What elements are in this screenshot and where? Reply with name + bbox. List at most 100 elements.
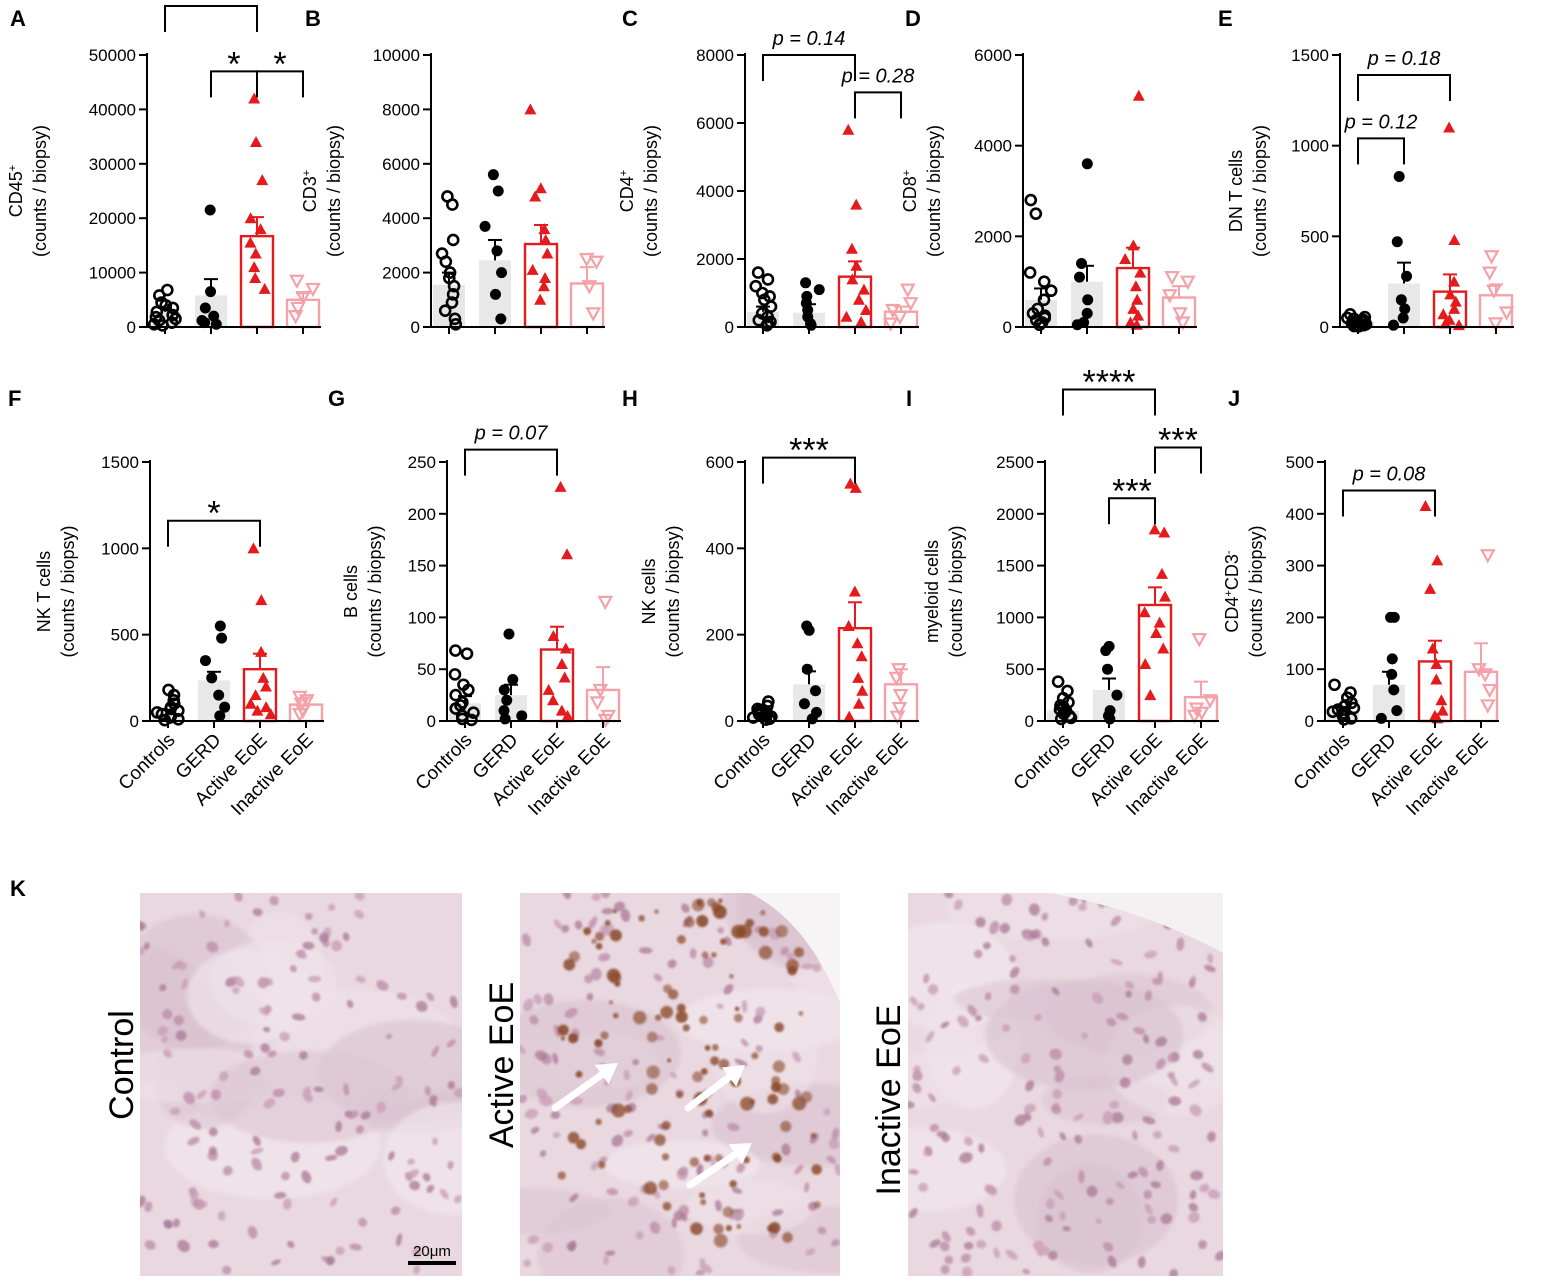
point-active-eoe — [845, 242, 858, 254]
cell-nucleus — [1095, 1218, 1102, 1225]
cell-nucleus — [794, 1089, 802, 1099]
chart-panel-h: H 0 200 400 600 NK cells (counts / biopsy) *** C… — [622, 386, 919, 820]
micrograph-active-eoe — [520, 893, 840, 1276]
point-gerd — [1386, 668, 1398, 680]
point-active-eoe — [859, 304, 872, 315]
point-controls — [449, 317, 463, 331]
cell-nucleus — [1047, 1250, 1058, 1261]
y-axis-label-line2: (counts / biopsy) — [641, 125, 661, 257]
cell-nucleus — [831, 1127, 840, 1140]
cell-nucleus — [620, 908, 631, 923]
cell-nucleus — [967, 1004, 978, 1017]
y-tick-label: 2000 — [696, 250, 734, 269]
tissue-shade — [952, 979, 1115, 1021]
annotation-arrow-shaft — [684, 1073, 733, 1112]
cell-nucleus — [140, 947, 145, 956]
stain-cluster — [749, 1099, 755, 1105]
cell-nucleus — [680, 1212, 688, 1222]
chart-panel-g: G 0 50 100 150 200 250 B cells (counts / biopsy)… — [328, 386, 621, 820]
cell-nucleus — [1009, 967, 1020, 979]
stain-cluster — [793, 947, 805, 958]
stain-cluster — [654, 1134, 666, 1146]
cell-nucleus — [208, 1240, 219, 1249]
point-active-eoe — [1449, 295, 1462, 307]
point-controls — [149, 310, 163, 324]
stain-cluster — [689, 1157, 700, 1167]
point-active-eoe — [1127, 302, 1140, 314]
cell-nucleus — [699, 1258, 706, 1265]
cell-nucleus — [426, 992, 435, 1001]
point-active-eoe — [249, 272, 262, 284]
cell-nucleus — [523, 1259, 532, 1267]
cell-nucleus — [1176, 937, 1185, 951]
point-inactive-eoe — [885, 303, 901, 319]
stain-cluster — [700, 1068, 708, 1075]
point-inactive-eoe — [892, 310, 908, 326]
cell-nucleus — [929, 1239, 941, 1248]
cell-nucleus — [1133, 1027, 1146, 1035]
y-axis-label-line2: (counts / biopsy) — [1250, 125, 1270, 257]
point-active-eoe — [1138, 606, 1151, 618]
cell-nucleus — [222, 1265, 232, 1275]
cell-nucleus — [655, 1034, 665, 1041]
point-active-eoe — [260, 701, 273, 713]
cell-nucleus — [1124, 980, 1135, 989]
cell-nucleus — [157, 1026, 168, 1036]
stain-cluster — [598, 1161, 606, 1169]
point-inactive-eoe — [1481, 683, 1498, 699]
point-inactive-eoe — [1174, 316, 1191, 331]
cell-nucleus — [262, 1026, 271, 1033]
cell-nucleus — [140, 1195, 146, 1208]
cell-nucleus — [542, 1242, 553, 1253]
micrograph-control — [140, 893, 462, 1276]
stain-cluster — [676, 1003, 686, 1013]
cell-nucleus — [263, 1098, 276, 1109]
point-gerd — [1388, 611, 1400, 623]
point-active-eoe — [1437, 308, 1450, 320]
cell-nucleus — [1167, 1071, 1175, 1079]
cell-nucleus — [976, 1204, 984, 1218]
cell-nucleus — [944, 893, 954, 899]
cell-nucleus — [1023, 1103, 1036, 1114]
stain-cluster — [767, 1093, 779, 1105]
panel-letter: D — [905, 6, 921, 31]
cell-nucleus — [781, 1143, 791, 1156]
point-active-eoe — [249, 247, 262, 259]
p-value-label: p = 0.12 — [1344, 111, 1418, 133]
point-active-eoe — [1444, 288, 1457, 300]
cell-nucleus — [391, 1082, 403, 1091]
cell-nucleus — [396, 1233, 403, 1247]
cell-nucleus — [605, 1250, 616, 1256]
chart-panel-a: A 0 10000 20000 30000 40000 50000 CD45+ (counts … — [6, 0, 321, 337]
cell-nucleus — [171, 962, 182, 970]
point-controls — [1337, 713, 1351, 726]
stain-cluster — [661, 1153, 670, 1161]
significance-stars: * — [227, 45, 240, 83]
cell-nucleus — [1110, 958, 1123, 966]
cell-nucleus — [695, 1269, 706, 1276]
significance-stars: *** — [1158, 421, 1198, 459]
cell-nucleus — [325, 1255, 335, 1266]
point-gerd — [213, 689, 225, 701]
cell-nucleus — [267, 1050, 277, 1058]
cell-nucleus — [991, 1220, 1002, 1232]
cell-nucleus — [1074, 1134, 1083, 1144]
cell-nucleus — [1190, 1170, 1204, 1181]
cell-nucleus — [318, 932, 329, 943]
panel-letter: C — [622, 6, 638, 31]
y-tick-label: 200 — [408, 505, 436, 524]
significance-bracket — [164, 5, 258, 33]
cell-nucleus — [1109, 1100, 1120, 1109]
cell-nucleus — [424, 1086, 431, 1096]
point-active-eoe — [251, 704, 264, 716]
annotation-arrow-head — [594, 1063, 618, 1085]
y-tick-label: 1500 — [1291, 46, 1329, 65]
cell-nucleus — [1029, 929, 1040, 939]
cell-nucleus — [1138, 1166, 1149, 1178]
point-controls — [1026, 307, 1040, 320]
stain-cluster — [608, 1000, 614, 1005]
point-active-eoe — [852, 671, 865, 683]
cell-nucleus — [927, 984, 939, 995]
point-controls — [438, 304, 452, 317]
point-active-eoe — [534, 293, 547, 305]
